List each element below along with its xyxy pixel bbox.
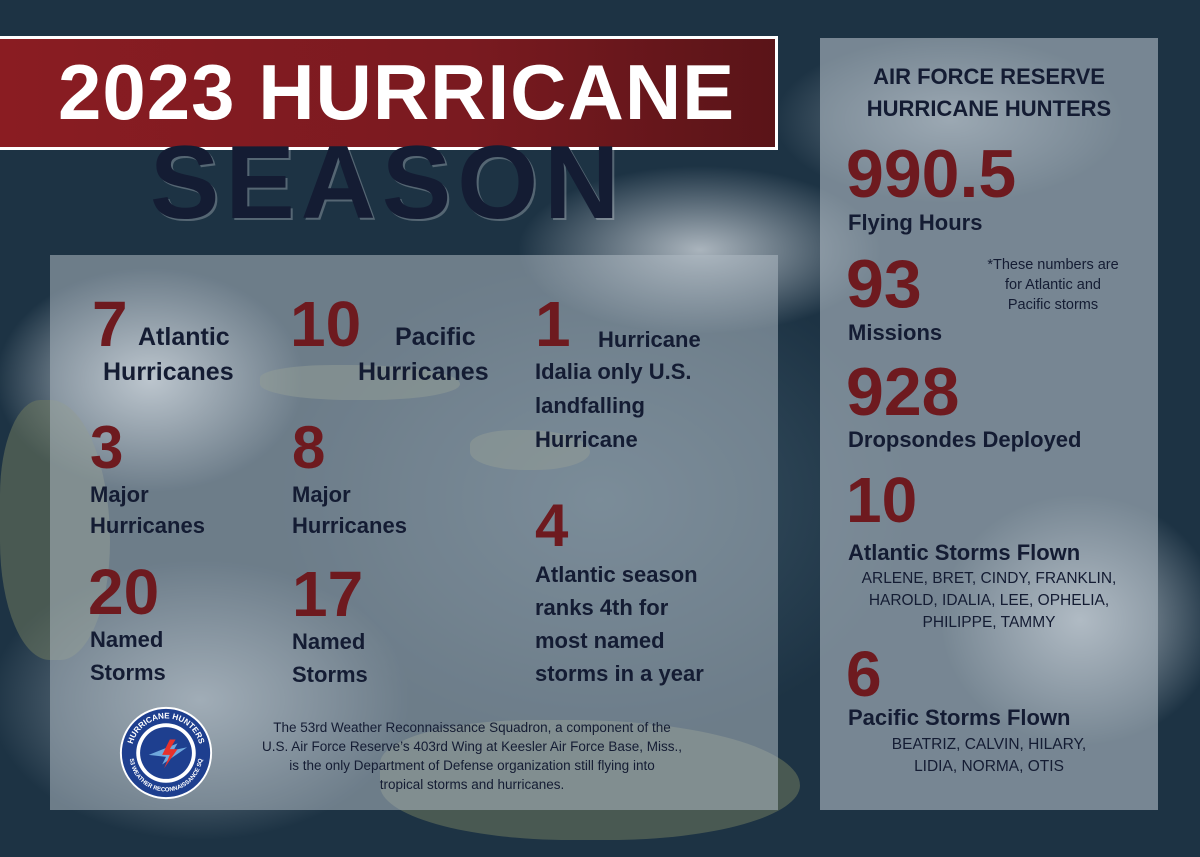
pacific-major-count: 8 (292, 414, 326, 481)
hurricane-hunters-panel (820, 38, 1158, 810)
description-line: U.S. Air Force Reserve’s 403rd Wing at K… (262, 739, 682, 754)
atlantic-flown-label: Atlantic Storms Flown (848, 540, 1081, 565)
missions-value: 93 (846, 246, 922, 322)
pacific-flown-value: 6 (846, 638, 882, 710)
atlantic-flown-value: 10 (846, 464, 918, 536)
description-line: tropical storms and hurricanes. (379, 777, 565, 792)
missions-label: Missions (848, 320, 943, 345)
pacific-major-label: Hurricanes (292, 513, 407, 538)
squadron-logo: HURRICANE HUNTERS 53 WEATHER RECONNAISSA… (119, 706, 213, 800)
atlantic-named-count: 20 (88, 556, 160, 628)
storm-names-line: LIDIA, NORMA, OTIS (914, 758, 1064, 775)
atlantic-rank-label: Atlantic season (535, 562, 698, 587)
pacific-flown-label: Pacific Storms Flown (848, 705, 1071, 730)
atlantic-rank-label: ranks 4th for (535, 595, 669, 620)
description-line: is the only Department of Defense organi… (289, 758, 655, 773)
landfall-count: 1 (535, 288, 571, 360)
flying-hours-value: 990.5 (846, 136, 1017, 212)
landfall-label: Hurricane (535, 427, 638, 452)
footnote-line: *These numbers are (987, 257, 1119, 273)
description-line: The 53rd Weather Reconnaissance Squadron… (273, 720, 671, 735)
atlantic-major-label: Major (90, 482, 149, 507)
pacific-major-label: Major (292, 482, 351, 507)
flying-hours-label: Flying Hours (848, 210, 983, 235)
numbers-footnote: *These numbers are for Atlantic and Paci… (958, 255, 1148, 315)
title-banner (0, 36, 778, 150)
landfall-label: Idalia only U.S. (535, 359, 692, 384)
footnote-line: for Atlantic and (1005, 277, 1101, 293)
atlantic-hurricanes-label: Hurricanes (103, 358, 234, 386)
page-subtitle: SEASON (150, 125, 626, 241)
storm-names-line: PHILIPPE, TAMMY (922, 614, 1056, 631)
page-title: 2023 HURRICANE (58, 48, 736, 136)
pacific-hurricanes-count: 10 (290, 288, 362, 360)
pacific-named-label: Storms (292, 662, 368, 687)
pacific-storm-names: BEATRIZ, CALVIN, HILARY, LIDIA, NORMA, O… (820, 734, 1158, 778)
pacific-named-label: Named (292, 629, 366, 654)
pacific-hurricanes-label: Pacific (395, 323, 476, 351)
atlantic-hurricanes-label: Atlantic (138, 323, 230, 351)
landfall-label: landfalling (535, 393, 645, 418)
atlantic-rank-label: storms in a year (535, 661, 704, 686)
atlantic-rank-label: most named (535, 628, 665, 653)
atlantic-major-count: 3 (90, 414, 124, 481)
hunters-heading: AIR FORCE RESERVE (873, 64, 1105, 89)
storm-names-line: BEATRIZ, CALVIN, HILARY, (891, 736, 1087, 753)
pacific-hurricanes-label: Hurricanes (358, 358, 489, 386)
hunters-heading: HURRICANE HUNTERS (866, 96, 1112, 121)
landfall-label: Hurricane (598, 327, 701, 352)
squadron-description: The 53rd Weather Reconnaissance Squadron… (222, 718, 722, 794)
atlantic-named-label: Storms (90, 660, 166, 685)
atlantic-named-label: Named (90, 627, 164, 652)
storm-names-line: ARLENE, BRET, CINDY, FRANKLIN, (861, 570, 1117, 587)
atlantic-major-label: Hurricanes (90, 513, 205, 538)
atlantic-storm-names: ARLENE, BRET, CINDY, FRANKLIN, HAROLD, I… (820, 568, 1158, 634)
dropsondes-value: 928 (846, 354, 960, 430)
dropsondes-label: Dropsondes Deployed (848, 427, 1082, 452)
storm-names-line: HAROLD, IDALIA, LEE, OPHELIA, (868, 592, 1110, 609)
pacific-named-count: 17 (292, 558, 364, 630)
footnote-line: Pacific storms (1007, 297, 1099, 313)
atlantic-rank-number: 4 (535, 492, 569, 559)
atlantic-hurricanes-count: 7 (92, 288, 128, 360)
